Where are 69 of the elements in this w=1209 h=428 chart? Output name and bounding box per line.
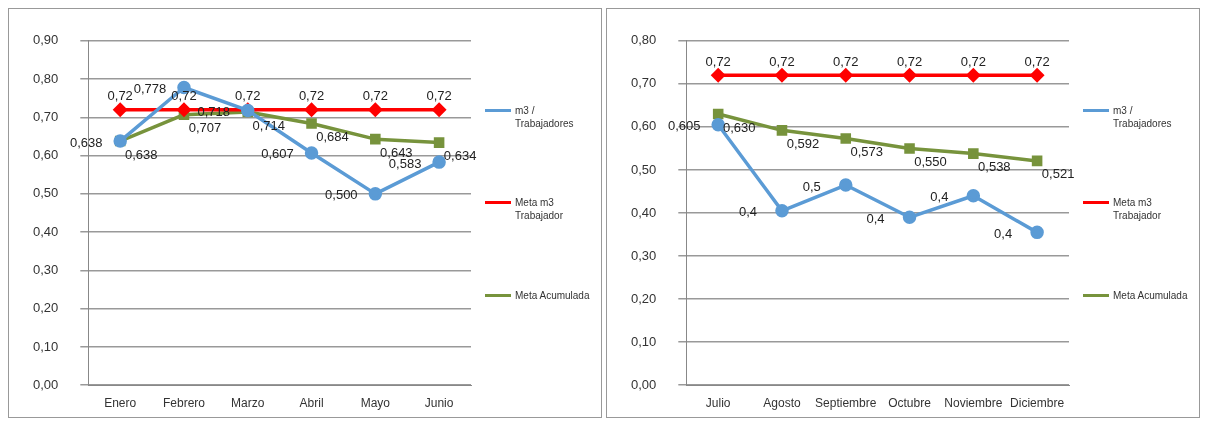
y-tick-label: 0,10 bbox=[32, 338, 59, 354]
y-tick-label: 0,70 bbox=[630, 75, 657, 91]
data-label: 0,592 bbox=[786, 135, 820, 151]
data-label: 0,550 bbox=[914, 154, 947, 169]
data-label: 0,72 bbox=[705, 53, 731, 69]
y-tick-label: 0,30 bbox=[630, 247, 657, 263]
y-tick-label: 0,90 bbox=[32, 32, 59, 48]
x-tick-label: Junio bbox=[424, 395, 454, 410]
data-label: 0,4 bbox=[930, 189, 949, 205]
x-tick-label: Septiembre bbox=[815, 395, 877, 410]
y-tick-label: 0,50 bbox=[630, 161, 657, 177]
legend-label: Meta Acumulada bbox=[515, 288, 591, 302]
legend-label: Meta m3 Trabajador bbox=[515, 196, 564, 223]
y-tick-label: 0,80 bbox=[630, 32, 657, 48]
data-label: 0,4 bbox=[738, 204, 758, 220]
data-label: 0,72 bbox=[426, 88, 452, 104]
data-label: 0,72 bbox=[298, 88, 325, 104]
x-tick-label: Octubre bbox=[888, 395, 932, 410]
y-tick-label: 0,00 bbox=[32, 376, 59, 392]
y-tick-label: 0,20 bbox=[32, 300, 59, 316]
data-label: 0,573 bbox=[850, 144, 884, 160]
data-label: 0,500 bbox=[325, 187, 358, 203]
data-label: 0,630 bbox=[722, 119, 756, 135]
y-tick-label: 0,00 bbox=[630, 376, 657, 392]
data-label: 0,4 bbox=[866, 210, 885, 226]
data-label: 0,538 bbox=[978, 159, 1011, 175]
data-label: 0,72 bbox=[833, 53, 859, 69]
x-tick-label: Abril bbox=[299, 395, 324, 410]
data-label: 0,707 bbox=[188, 120, 222, 136]
data-label: 0,521 bbox=[1041, 166, 1075, 182]
y-tick-label: 0,60 bbox=[32, 147, 59, 163]
y-tick-label: 0,40 bbox=[32, 223, 59, 239]
data-label: 0,638 bbox=[69, 134, 103, 150]
data-label: 0,72 bbox=[107, 88, 133, 104]
legend-label: m3 / Trabajadores bbox=[515, 104, 575, 131]
legend-label: m3 / Trabajadores bbox=[1113, 104, 1173, 131]
data-label: 0,72 bbox=[362, 88, 388, 104]
legend-label: Meta Acumulada bbox=[1113, 288, 1189, 302]
y-tick-label: 0,30 bbox=[32, 261, 59, 277]
data-label: 0,72 bbox=[960, 53, 986, 69]
y-tick-label: 0,40 bbox=[630, 204, 657, 220]
x-tick-label: Enero bbox=[104, 395, 137, 410]
y-tick-label: 0,60 bbox=[630, 118, 657, 134]
data-label: 0,634 bbox=[443, 148, 477, 164]
y-tick-label: 0,20 bbox=[630, 290, 657, 306]
x-tick-label: Julio bbox=[705, 395, 731, 410]
x-tick-label: Noviembre bbox=[944, 395, 1003, 410]
data-label: 0,72 bbox=[1024, 53, 1050, 69]
x-tick-label: Diciembre bbox=[1010, 395, 1065, 410]
data-label: 0,5 bbox=[802, 178, 821, 194]
y-tick-label: 0,50 bbox=[32, 185, 59, 201]
data-label: 0,718 bbox=[197, 104, 231, 120]
data-label: 0,684 bbox=[316, 129, 349, 145]
x-tick-label: Marzo bbox=[231, 395, 265, 410]
y-tick-label: 0,80 bbox=[32, 70, 59, 86]
data-label: 0,72 bbox=[235, 88, 261, 104]
y-tick-label: 0,10 bbox=[630, 333, 657, 349]
legend-label: Meta m3 Trabajador bbox=[1113, 196, 1162, 223]
data-label: 0,778 bbox=[133, 81, 167, 97]
data-label: 0,638 bbox=[124, 146, 158, 162]
x-tick-label: Febrero bbox=[162, 395, 206, 410]
data-label: 0,72 bbox=[896, 53, 923, 69]
x-tick-label: Agosto bbox=[763, 395, 801, 410]
y-tick-label: 0,70 bbox=[32, 108, 59, 124]
x-tick-label: Mayo bbox=[360, 395, 391, 410]
data-label: 0,605 bbox=[667, 118, 701, 134]
data-label: 0,72 bbox=[769, 53, 795, 69]
data-label: 0,607 bbox=[261, 146, 294, 162]
data-label: 0,4 bbox=[994, 225, 1013, 241]
